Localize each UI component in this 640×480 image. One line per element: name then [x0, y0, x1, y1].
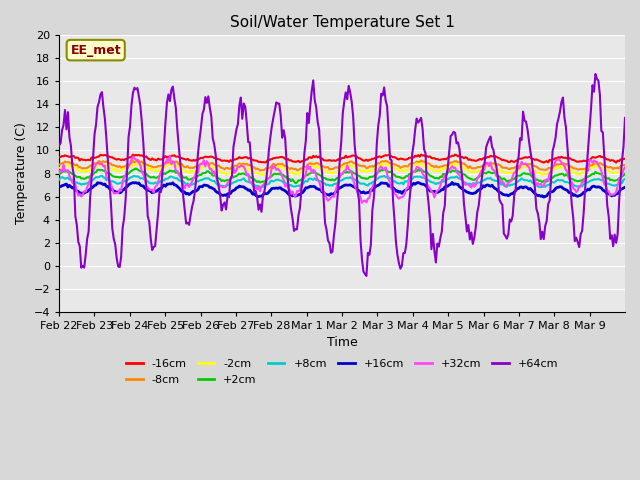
- Title: Soil/Water Temperature Set 1: Soil/Water Temperature Set 1: [230, 15, 454, 30]
- Y-axis label: Temperature (C): Temperature (C): [15, 122, 28, 225]
- Legend: -16cm, -8cm, -2cm, +2cm, +8cm, +16cm, +32cm, +64cm: -16cm, -8cm, -2cm, +2cm, +8cm, +16cm, +3…: [122, 355, 563, 389]
- X-axis label: Time: Time: [326, 336, 357, 349]
- Text: EE_met: EE_met: [70, 44, 121, 57]
